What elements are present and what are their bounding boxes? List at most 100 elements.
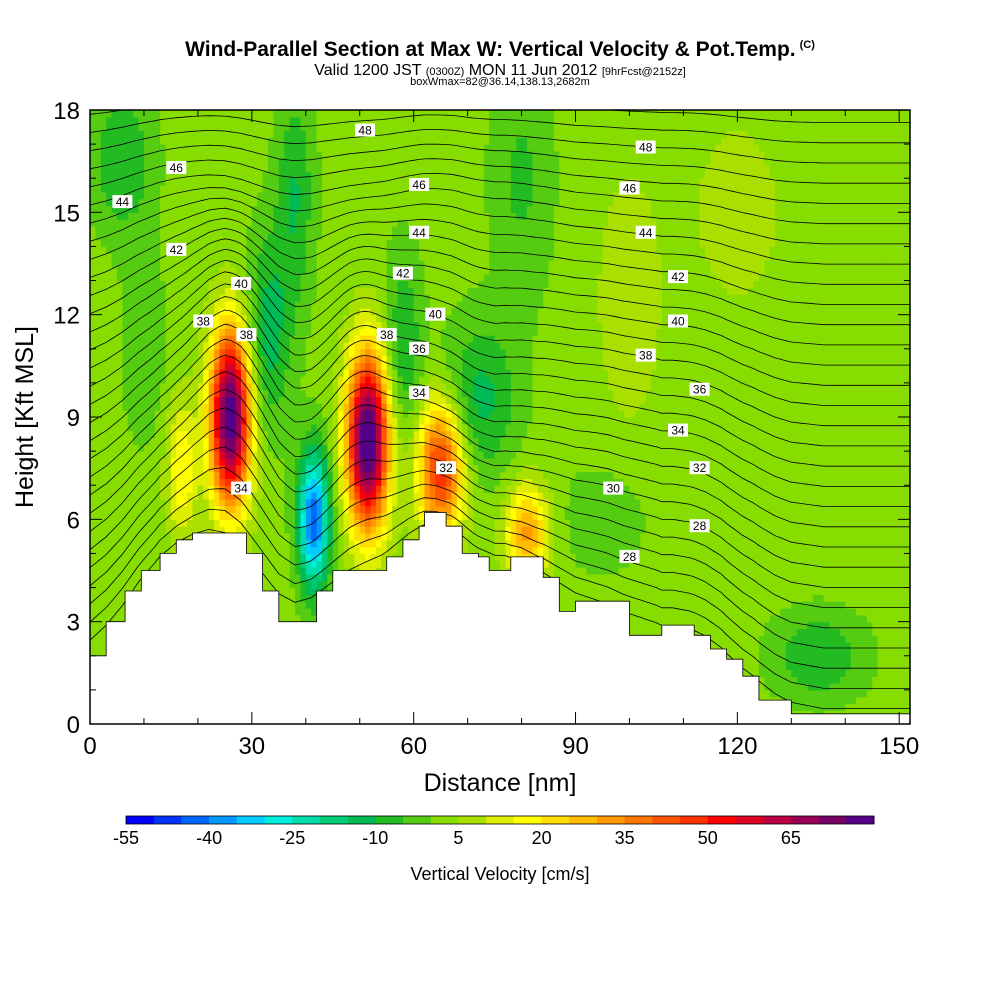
velocity-cell	[904, 655, 910, 664]
velocity-cell	[348, 553, 355, 561]
velocity-cell	[769, 601, 776, 609]
velocity-cell	[748, 669, 755, 677]
velocity-cell	[262, 567, 269, 575]
velocity-cell	[629, 608, 636, 616]
velocity-cell	[278, 526, 285, 534]
velocity-cell	[753, 621, 760, 630]
velocity-cell	[106, 608, 113, 616]
velocity-cell	[904, 519, 910, 527]
velocity-cell	[408, 512, 415, 520]
velocity-cell	[866, 532, 873, 541]
velocity-cell	[634, 573, 641, 582]
velocity-cell	[106, 546, 113, 555]
velocity-cell	[316, 573, 323, 582]
velocity-cell	[656, 608, 663, 616]
velocity-cell	[866, 662, 873, 671]
velocity-cell	[785, 587, 792, 595]
velocity-cell	[537, 546, 544, 555]
velocity-cell	[861, 546, 868, 555]
velocity-cell	[764, 676, 771, 684]
velocity-cell	[758, 655, 765, 664]
velocity-cell	[850, 505, 857, 514]
velocity-cell	[883, 580, 890, 589]
velocity-cell	[170, 512, 177, 520]
velocity-cell	[289, 505, 296, 514]
velocity-cell	[796, 655, 803, 664]
velocity-cell	[235, 512, 242, 520]
velocity-cell	[699, 505, 706, 514]
velocity-cell	[251, 505, 258, 514]
velocity-cell	[769, 573, 776, 582]
velocity-cell	[678, 505, 685, 514]
velocity-cell	[850, 587, 857, 595]
velocity-cell	[872, 628, 879, 636]
velocity-cell	[284, 580, 291, 589]
velocity-cell	[764, 628, 771, 636]
velocity-cell	[715, 539, 722, 548]
velocity-cell	[629, 505, 636, 514]
velocity-cell	[494, 546, 501, 555]
velocity-cell	[678, 546, 685, 555]
velocity-cell	[494, 526, 501, 534]
velocity-cell	[715, 519, 722, 527]
velocity-cell	[812, 553, 819, 561]
velocity-cell	[699, 601, 706, 609]
velocity-cell	[856, 635, 863, 643]
velocity-cell	[721, 519, 728, 527]
velocity-cell	[591, 505, 598, 514]
velocity-cell	[807, 532, 814, 541]
velocity-cell	[710, 601, 717, 609]
velocity-cell	[791, 683, 798, 691]
velocity-cell	[564, 532, 571, 541]
velocity-cell	[893, 676, 900, 684]
velocity-cell	[683, 573, 690, 582]
velocity-cell	[629, 539, 636, 548]
velocity-cell	[769, 505, 776, 514]
velocity-cell	[791, 526, 798, 534]
velocity-cell	[883, 628, 890, 636]
velocity-cell	[230, 526, 237, 534]
velocity-cell	[883, 594, 890, 602]
velocity-cell	[904, 703, 910, 711]
velocity-cell	[715, 614, 722, 623]
velocity-cell	[386, 512, 393, 520]
velocity-cell	[731, 498, 738, 507]
velocity-cell	[769, 546, 776, 555]
velocity-cell	[694, 580, 701, 589]
velocity-cell	[338, 519, 345, 527]
velocity-cell	[888, 642, 895, 650]
velocity-cell	[839, 532, 846, 541]
velocity-cell	[613, 512, 620, 520]
velocity-cell	[559, 546, 566, 555]
velocity-cell	[861, 567, 868, 575]
velocity-cell	[829, 614, 836, 623]
velocity-cell	[197, 512, 204, 520]
velocity-cell	[850, 512, 857, 520]
velocity-cell	[758, 526, 765, 534]
velocity-cell	[316, 498, 323, 507]
velocity-cell	[839, 621, 846, 630]
velocity-cell	[321, 539, 328, 548]
velocity-cell	[500, 498, 506, 507]
velocity-cell	[516, 526, 523, 534]
velocity-cell	[672, 532, 679, 541]
velocity-cell	[775, 560, 782, 568]
velocity-cell	[251, 526, 258, 534]
velocity-cell	[731, 621, 738, 630]
velocity-cell	[839, 628, 846, 636]
velocity-cell	[834, 539, 841, 548]
velocity-cell	[888, 669, 895, 677]
velocity-cell	[807, 648, 814, 657]
velocity-cell	[127, 580, 134, 589]
velocity-cell	[575, 567, 582, 575]
velocity-cell	[699, 573, 706, 582]
velocity-cell	[861, 655, 868, 664]
velocity-cell	[100, 642, 107, 650]
velocity-cell	[203, 512, 210, 520]
velocity-cell	[834, 546, 841, 555]
velocity-cell	[187, 532, 194, 541]
velocity-cell	[489, 553, 496, 561]
velocity-cell	[823, 519, 830, 527]
velocity-cell	[742, 608, 749, 616]
velocity-cell	[667, 505, 674, 514]
